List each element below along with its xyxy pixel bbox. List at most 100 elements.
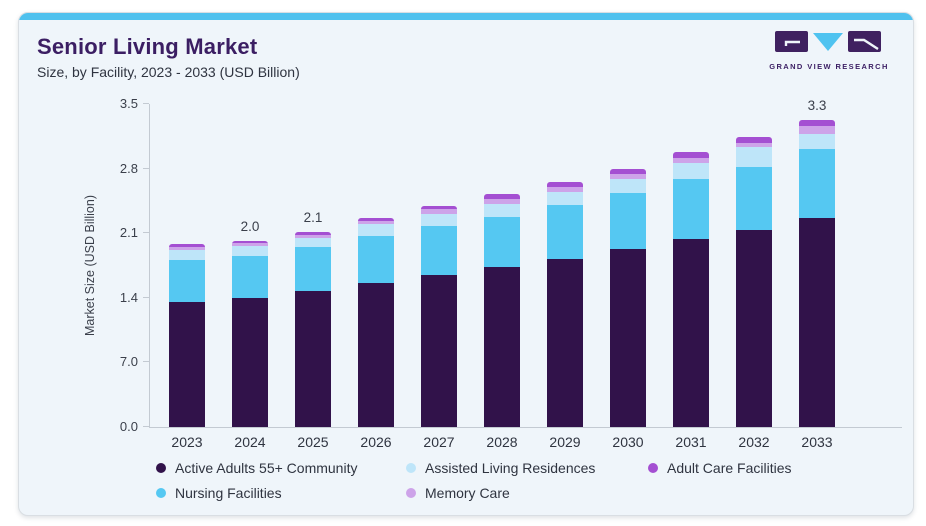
- bar-segment[interactable]: [484, 203, 520, 217]
- bar-total-label: 2.0: [240, 218, 260, 234]
- bar-segment[interactable]: [610, 192, 646, 249]
- bar-segment[interactable]: [673, 163, 709, 179]
- bar-2027[interactable]: [421, 205, 457, 427]
- bar-total-label: 2.1: [303, 210, 323, 226]
- chart-title: Senior Living Market: [37, 34, 258, 59]
- bar-segment[interactable]: [673, 178, 709, 239]
- bar-segment[interactable]: [610, 248, 646, 427]
- x-tick-label: 2025: [297, 434, 329, 450]
- y-tick-label: 1.4: [119, 289, 138, 305]
- bar-2030[interactable]: [610, 168, 646, 427]
- legend-item[interactable]: Nursing Facilities: [156, 485, 406, 501]
- bar-2024[interactable]: [232, 240, 268, 427]
- bar-segment[interactable]: [421, 205, 457, 210]
- legend: Active Adults 55+ Community Assisted Livi…: [156, 460, 792, 501]
- bar-total-label: 3.3: [807, 97, 827, 113]
- legend-label: Active Adults 55+ Community: [175, 460, 358, 476]
- bar-2026[interactable]: [358, 217, 394, 427]
- bar-2028[interactable]: [484, 194, 520, 427]
- bar-segment[interactable]: [484, 267, 520, 427]
- bar-segment[interactable]: [358, 283, 394, 427]
- bar-segment[interactable]: [799, 149, 835, 218]
- x-tick-label: 2024: [234, 434, 266, 450]
- bar-segment[interactable]: [358, 221, 394, 224]
- legend-item[interactable]: Adult Care Facilities: [648, 460, 792, 476]
- x-tick-label: 2028: [486, 434, 518, 450]
- bar-segment[interactable]: [295, 291, 331, 427]
- legend-item[interactable]: Active Adults 55+ Community: [156, 460, 406, 476]
- bar-2033[interactable]: [799, 119, 835, 427]
- x-tick-label: 2027: [423, 434, 455, 450]
- bar-segment[interactable]: [736, 137, 772, 143]
- legend-item[interactable]: Assisted Living Residences: [406, 460, 648, 476]
- bar-segment[interactable]: [358, 235, 394, 284]
- gvr-logo[interactable]: GRAND VIEW RESEARCH: [759, 29, 899, 71]
- bar-segment[interactable]: [484, 216, 520, 268]
- bar-segment[interactable]: [232, 297, 268, 427]
- bar-segment[interactable]: [169, 259, 205, 302]
- y-tick-label: 2.8: [119, 160, 138, 176]
- bar-segment[interactable]: [610, 174, 646, 179]
- bar-segment[interactable]: [421, 274, 457, 427]
- bar-segment[interactable]: [547, 204, 583, 260]
- x-tick-label: 2023: [171, 434, 203, 450]
- bar-segment[interactable]: [547, 187, 583, 192]
- bar-segment[interactable]: [736, 229, 772, 427]
- bar-segment[interactable]: [673, 152, 709, 158]
- y-tick-mark: [143, 296, 149, 298]
- x-tick-label: 2029: [549, 434, 581, 450]
- bar-segment[interactable]: [421, 225, 457, 275]
- legend-label: Nursing Facilities: [175, 485, 282, 501]
- bar-segment[interactable]: [295, 237, 331, 248]
- bar-segment[interactable]: [547, 191, 583, 205]
- bar-segment[interactable]: [673, 238, 709, 427]
- bar-segment[interactable]: [169, 249, 205, 260]
- y-tick-label: 2.1: [119, 225, 138, 241]
- bar-segment[interactable]: [358, 217, 394, 222]
- bar-2032[interactable]: [736, 137, 772, 427]
- y-tick-mark: [143, 361, 149, 363]
- bar-segment[interactable]: [673, 157, 709, 164]
- x-tick-label: 2032: [738, 434, 770, 450]
- legend-dot-icon: [406, 463, 416, 473]
- bar-segment[interactable]: [799, 126, 835, 134]
- bar-segment[interactable]: [547, 181, 583, 188]
- bar-segment[interactable]: [169, 247, 205, 250]
- bar-2025[interactable]: [295, 232, 331, 427]
- bar-segment[interactable]: [295, 247, 331, 292]
- legend-dot-icon: [156, 488, 166, 498]
- bar-segment[interactable]: [232, 243, 268, 247]
- bar-segment[interactable]: [295, 235, 331, 238]
- bar-2023[interactable]: [169, 244, 205, 427]
- bar-segment[interactable]: [484, 194, 520, 200]
- bar-segment[interactable]: [736, 166, 772, 230]
- bar-segment[interactable]: [484, 199, 520, 204]
- bar-segment[interactable]: [169, 244, 205, 248]
- bar-segment[interactable]: [232, 256, 268, 298]
- bar-segment[interactable]: [736, 142, 772, 148]
- y-tick-mark: [143, 426, 149, 427]
- bar-segment[interactable]: [169, 301, 205, 427]
- bar-segment[interactable]: [610, 178, 646, 193]
- report-card: Senior Living Market Size, by Facility, …: [18, 12, 914, 516]
- bar-segment[interactable]: [547, 259, 583, 427]
- bar-segment[interactable]: [799, 217, 835, 427]
- y-tick-label: 3.5: [119, 96, 138, 111]
- bar-segment[interactable]: [799, 119, 835, 127]
- bar-2029[interactable]: [547, 181, 583, 427]
- chart-subtitle: Size, by Facility, 2023 - 2033 (USD Bill…: [37, 64, 300, 80]
- bar-segment[interactable]: [232, 246, 268, 257]
- bar-segment[interactable]: [421, 213, 457, 226]
- bar-segment[interactable]: [421, 209, 457, 214]
- y-tick-label: 0.0: [119, 419, 138, 434]
- bar-segment[interactable]: [232, 240, 268, 244]
- plot-area: 0.0 7.0 1.4 2.1 2.8 3.5 2023 2024 2.0 2025 2.1 2026…: [120, 96, 902, 450]
- bar-2031[interactable]: [673, 152, 709, 427]
- legend-item[interactable]: Memory Care: [406, 485, 648, 501]
- bar-segment[interactable]: [736, 147, 772, 167]
- bar-segment[interactable]: [295, 232, 331, 236]
- x-tick-label: 2033: [801, 434, 833, 450]
- bar-segment[interactable]: [799, 133, 835, 150]
- bar-segment[interactable]: [610, 168, 646, 175]
- bar-segment[interactable]: [358, 224, 394, 236]
